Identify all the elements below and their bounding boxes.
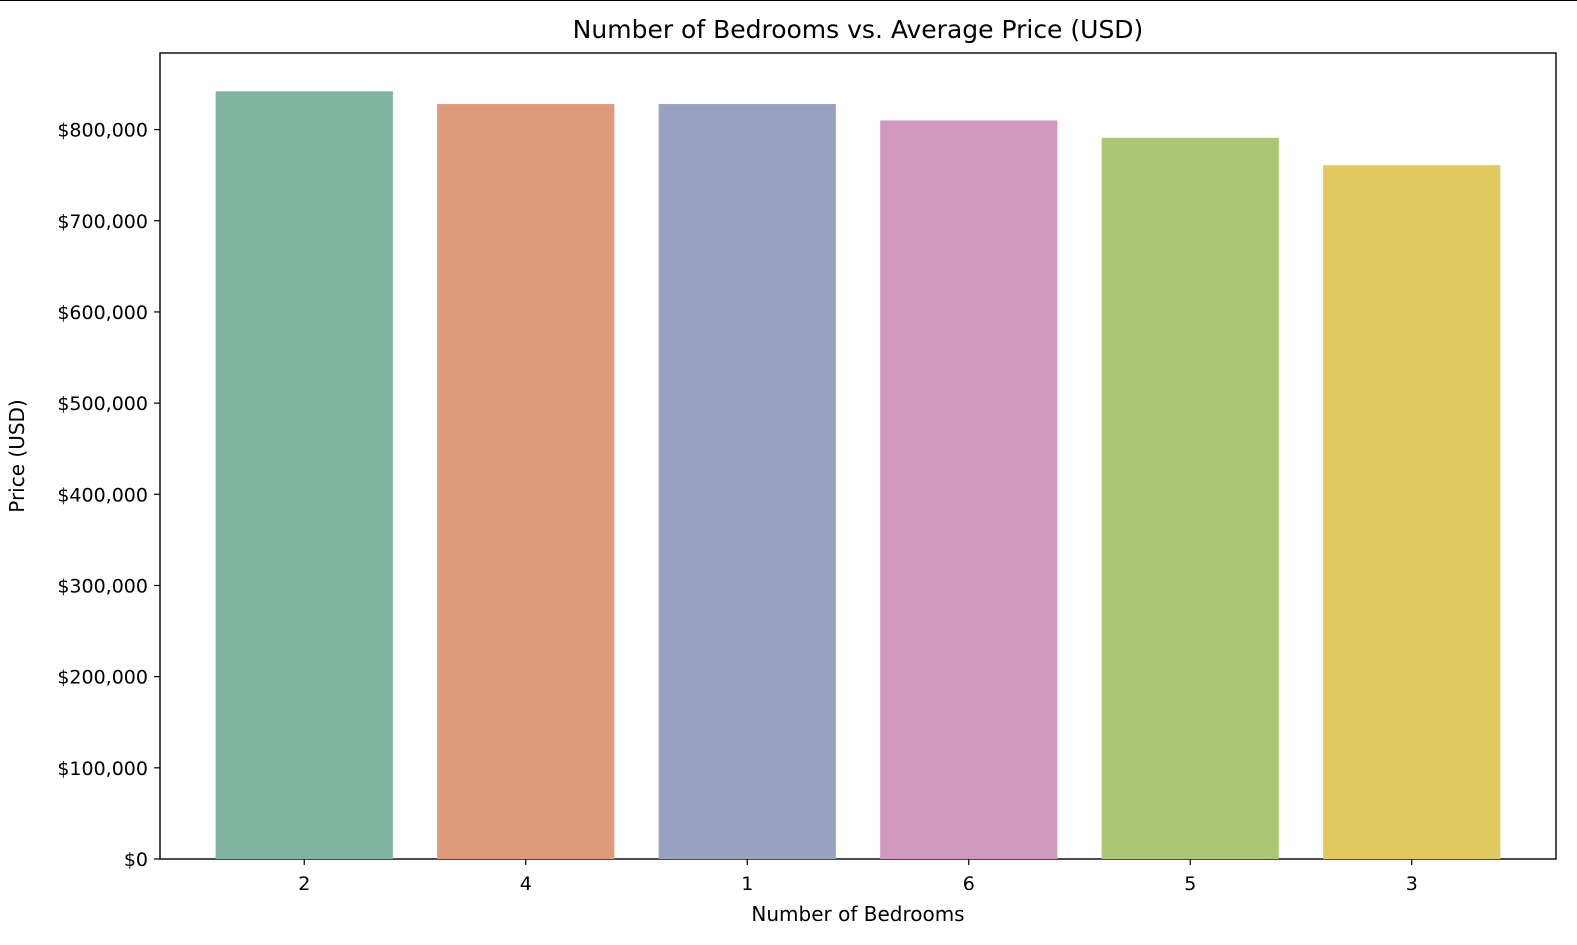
- x-tick-label: 4: [520, 873, 532, 895]
- y-tick-label: $200,000: [57, 667, 148, 689]
- y-tick-label: $400,000: [57, 484, 148, 506]
- y-axis-label: Price (USD): [5, 399, 29, 513]
- x-tick-label: 3: [1406, 873, 1418, 895]
- x-axis-ticks: 2 4 1 6 5 3: [298, 859, 1418, 895]
- y-tick-label: $0: [124, 849, 148, 871]
- bar-4: [437, 104, 615, 859]
- x-tick-label: 6: [963, 873, 975, 895]
- y-tick-label: $700,000: [57, 211, 148, 233]
- y-tick-label: $500,000: [57, 393, 148, 415]
- bar-2: [215, 91, 393, 859]
- bar-3: [1323, 165, 1501, 859]
- x-tick-label: 1: [741, 873, 753, 895]
- y-axis-ticks: $0 $100,000 $200,000 $300,000 $400,000 $500,0…: [57, 120, 160, 871]
- bar-5: [1101, 137, 1279, 859]
- x-tick-label: 2: [298, 873, 310, 895]
- y-tick-label: $800,000: [57, 120, 148, 142]
- chart-title: Number of Bedrooms vs. Average Price (US…: [573, 15, 1144, 44]
- bars-group: [215, 91, 1501, 860]
- y-tick-label: $300,000: [57, 575, 148, 597]
- x-axis-label: Number of Bedrooms: [751, 902, 964, 926]
- bar-6: [880, 120, 1058, 860]
- bar-1: [658, 104, 836, 859]
- y-tick-label: $600,000: [57, 302, 148, 324]
- y-tick-label: $100,000: [57, 758, 148, 780]
- plot-area-frame: [159, 52, 1557, 860]
- x-tick-label: 5: [1184, 873, 1196, 895]
